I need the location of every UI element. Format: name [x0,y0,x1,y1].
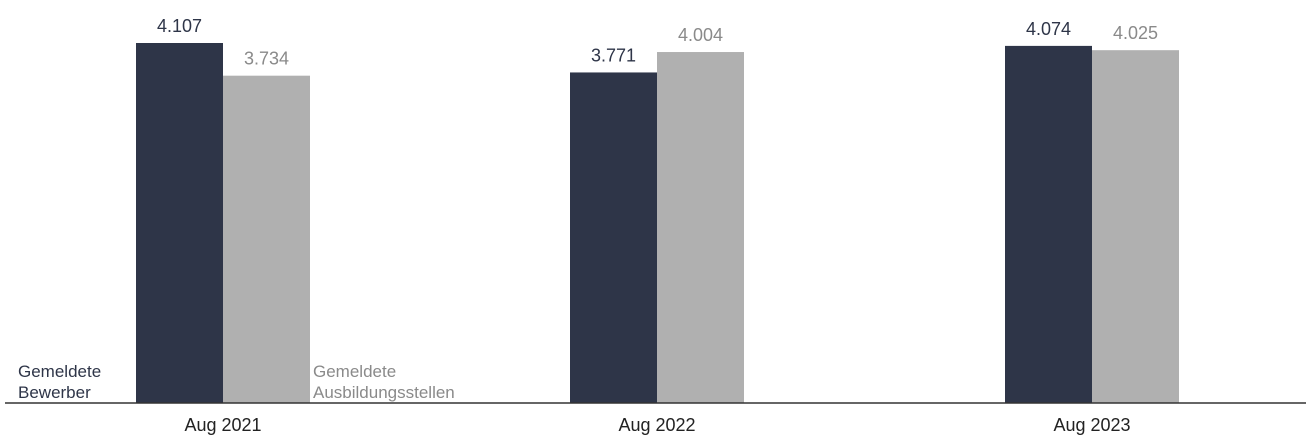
legend-label-bewerber-line1: Gemeldete [18,362,101,381]
value-label-gemeldete-ausbildungsstellen-aug-2022: 4.004 [678,25,723,45]
bar-gemeldete-ausbildungsstellen-aug-2021 [223,75,310,403]
x-tick-label-aug-2022: Aug 2022 [618,415,695,435]
x-tick-label-aug-2023: Aug 2023 [1053,415,1130,435]
bars-group [136,43,1179,404]
value-label-gemeldete-ausbildungsstellen-aug-2021: 3.734 [244,49,289,69]
legend-label-bewerber-line2: Bewerber [18,383,91,402]
legend-group: Gemeldete Bewerber Gemeldete Ausbildungs… [18,362,455,402]
value-label-gemeldete-ausbildungsstellen-aug-2023: 4.025 [1113,23,1158,43]
value-label-gemeldete-bewerber-aug-2023: 4.074 [1026,19,1071,39]
x-tick-labels-group: Aug 2021 Aug 2022 Aug 2023 [184,415,1130,435]
bar-gemeldete-ausbildungsstellen-aug-2023 [1092,50,1179,403]
legend-label-ausbildungsstellen-line2: Ausbildungsstellen [313,383,455,402]
x-tick-label-aug-2021: Aug 2021 [184,415,261,435]
bar-gemeldete-bewerber-aug-2021 [136,43,223,403]
bar-gemeldete-ausbildungsstellen-aug-2022 [657,52,744,403]
bar-gemeldete-bewerber-aug-2022 [570,72,657,404]
legend-label-ausbildungsstellen-line1: Gemeldete [313,362,396,381]
value-labels-group: 4.107 3.734 3.771 4.004 4.074 4.025 [157,16,1158,69]
bar-gemeldete-bewerber-aug-2023 [1005,45,1092,403]
value-label-gemeldete-bewerber-aug-2021: 4.107 [157,16,202,36]
value-label-gemeldete-bewerber-aug-2022: 3.771 [591,45,636,65]
